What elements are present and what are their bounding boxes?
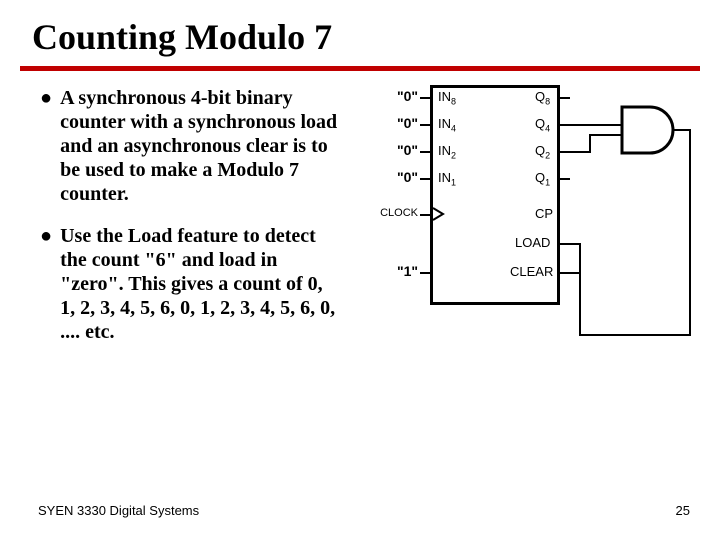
page-title: Counting Modulo 7 xyxy=(32,16,332,58)
bullet-text: Use the Load feature to detect the count… xyxy=(60,224,340,344)
title-underline xyxy=(20,66,700,71)
page-number: 25 xyxy=(676,503,690,518)
list-item: ● Use the Load feature to detect the cou… xyxy=(40,224,340,344)
wires xyxy=(350,85,700,385)
bullet-dot-icon: ● xyxy=(40,224,52,344)
counter-diagram: "0" "0" "0" "0" IN8 IN4 IN2 IN1 Q8 Q4 Q2… xyxy=(350,85,700,385)
bullet-dot-icon: ● xyxy=(40,86,52,206)
list-item: ● A synchronous 4-bit binary counter wit… xyxy=(40,86,340,206)
bullet-text: A synchronous 4-bit binary counter with … xyxy=(60,86,340,206)
footer-left: SYEN 3330 Digital Systems xyxy=(38,503,199,518)
bullet-list: ● A synchronous 4-bit binary counter wit… xyxy=(40,86,340,362)
